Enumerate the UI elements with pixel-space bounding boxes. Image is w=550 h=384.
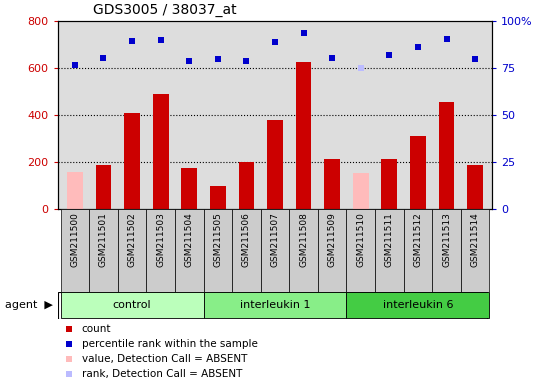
Bar bbox=[89, 209, 118, 292]
Text: GSM211512: GSM211512 bbox=[414, 212, 422, 266]
Text: GSM211509: GSM211509 bbox=[328, 212, 337, 266]
Text: count: count bbox=[81, 324, 111, 334]
Text: percentile rank within the sample: percentile rank within the sample bbox=[81, 339, 257, 349]
Bar bbox=[261, 209, 289, 292]
Bar bbox=[239, 162, 254, 209]
Bar bbox=[204, 209, 232, 292]
Text: GSM211511: GSM211511 bbox=[385, 212, 394, 266]
Text: agent  ▶: agent ▶ bbox=[6, 300, 53, 310]
Text: GSM211506: GSM211506 bbox=[242, 212, 251, 266]
Bar bbox=[346, 209, 375, 292]
Bar bbox=[124, 113, 140, 209]
Bar bbox=[382, 159, 397, 209]
Text: GSM211513: GSM211513 bbox=[442, 212, 451, 266]
Bar bbox=[439, 102, 454, 209]
Text: GDS3005 / 38037_at: GDS3005 / 38037_at bbox=[92, 3, 236, 17]
Bar bbox=[404, 209, 432, 292]
Bar bbox=[146, 209, 175, 292]
Text: rank, Detection Call = ABSENT: rank, Detection Call = ABSENT bbox=[81, 369, 242, 379]
Bar bbox=[432, 209, 461, 292]
Text: GSM211503: GSM211503 bbox=[156, 212, 165, 266]
Text: GSM211504: GSM211504 bbox=[185, 212, 194, 266]
Bar bbox=[175, 209, 204, 292]
Bar bbox=[118, 209, 146, 292]
Text: GSM211505: GSM211505 bbox=[213, 212, 222, 266]
Text: GSM211507: GSM211507 bbox=[271, 212, 279, 266]
Bar bbox=[410, 136, 426, 209]
Bar bbox=[324, 159, 340, 209]
Bar bbox=[153, 94, 168, 209]
Text: GSM211502: GSM211502 bbox=[128, 212, 136, 266]
Bar bbox=[353, 173, 369, 209]
Text: GSM211514: GSM211514 bbox=[471, 212, 480, 266]
Text: GSM211500: GSM211500 bbox=[70, 212, 79, 266]
Bar bbox=[60, 209, 89, 292]
Text: GSM211510: GSM211510 bbox=[356, 212, 365, 266]
Text: control: control bbox=[113, 300, 151, 310]
Bar bbox=[289, 209, 318, 292]
Bar bbox=[96, 165, 111, 209]
Bar bbox=[67, 172, 82, 209]
Bar bbox=[346, 292, 490, 318]
Bar bbox=[468, 165, 483, 209]
Text: GSM211501: GSM211501 bbox=[99, 212, 108, 266]
Bar bbox=[461, 209, 490, 292]
Text: value, Detection Call = ABSENT: value, Detection Call = ABSENT bbox=[81, 354, 247, 364]
Text: interleukin 6: interleukin 6 bbox=[383, 300, 453, 310]
Bar bbox=[204, 292, 346, 318]
Bar bbox=[182, 168, 197, 209]
Bar bbox=[267, 120, 283, 209]
Bar bbox=[60, 292, 204, 318]
Text: GSM211508: GSM211508 bbox=[299, 212, 308, 266]
Bar bbox=[232, 209, 261, 292]
Text: interleukin 1: interleukin 1 bbox=[240, 300, 310, 310]
Bar bbox=[296, 62, 311, 209]
Bar bbox=[318, 209, 346, 292]
Bar bbox=[210, 186, 225, 209]
Bar bbox=[375, 209, 404, 292]
